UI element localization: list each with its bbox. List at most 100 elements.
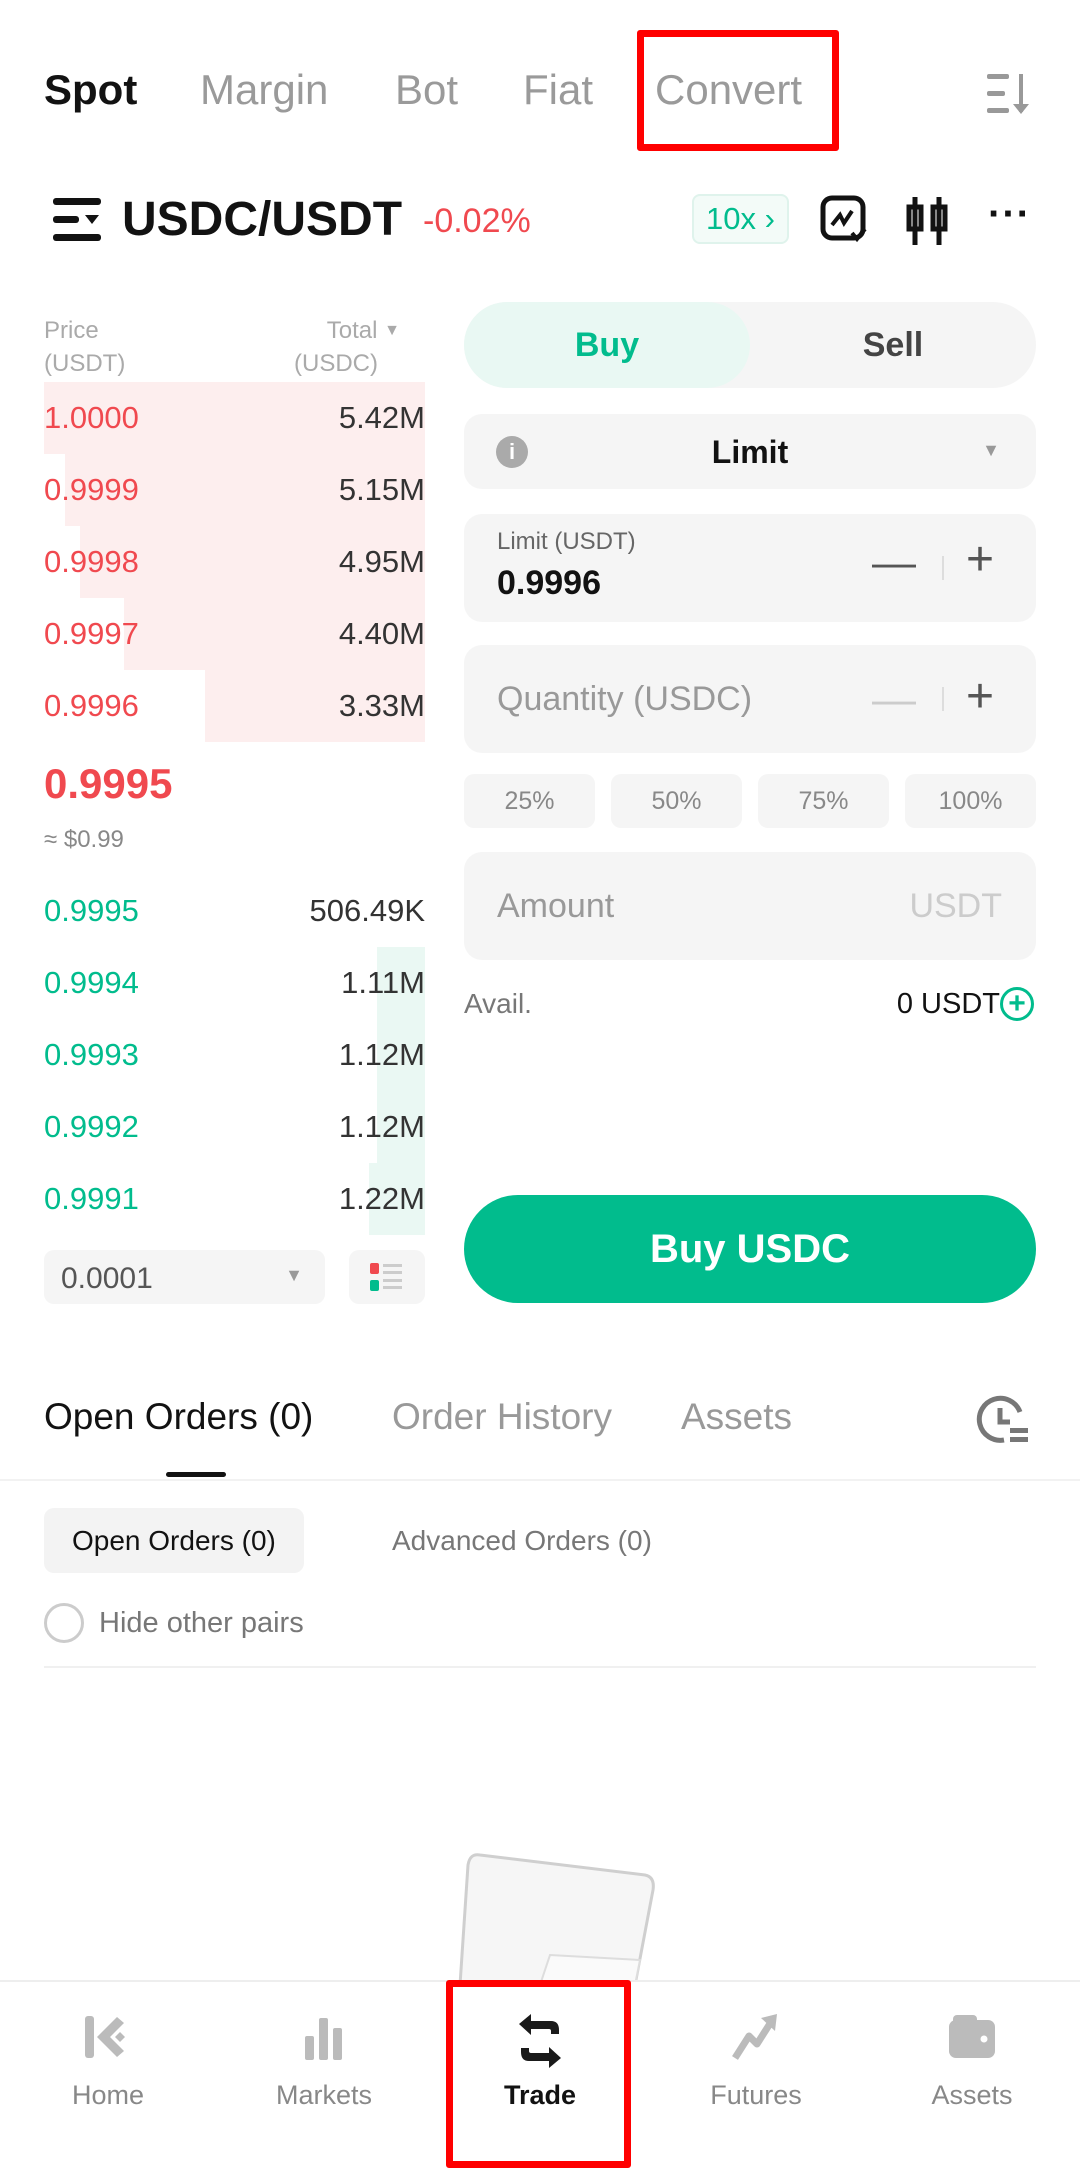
avail-value: 0 USDT [896, 988, 1000, 1020]
order-type-value: Limit [711, 434, 789, 470]
nav-futures-label: Futures [710, 2080, 802, 2110]
history-clock-icon[interactable] [976, 1394, 1032, 1446]
ask-total: 5.42M [338, 400, 425, 435]
nav-home-label: Home [71, 2080, 145, 2110]
ask-total: 5.15M [338, 472, 425, 507]
percent-25-button[interactable]: 25% [464, 774, 595, 828]
tab-convert[interactable]: Convert [655, 66, 803, 113]
bid-price: 0.9995 [44, 893, 139, 928]
depth-bar [377, 1019, 425, 1091]
bid-price: 0.9993 [44, 1037, 139, 1072]
limit-price-label: Limit (USDT) [497, 528, 636, 555]
tab-order-history[interactable]: Order History [392, 1396, 612, 1437]
bid-total: 1.22M [338, 1181, 425, 1216]
limit-increment-button[interactable]: + [966, 533, 995, 586]
amount-unit: USDT [909, 887, 1002, 925]
amount-placeholder: Amount [497, 887, 615, 925]
last-price-fiat: ≈ $0.99 [44, 826, 124, 853]
ask-row[interactable]: 0.9999 5.15M [44, 454, 425, 526]
buy-usdc-button[interactable]: Buy USDC [464, 1195, 1036, 1303]
tab-assets[interactable]: Assets [681, 1396, 793, 1437]
amount-input[interactable]: Amount USDT [464, 852, 1036, 960]
highlight-box-convert [637, 30, 839, 151]
sell-tab[interactable]: Sell [862, 326, 924, 364]
divider [44, 1666, 1036, 1668]
pair-symbol[interactable]: USDC/USDT [122, 193, 403, 246]
ask-price: 0.9999 [44, 472, 139, 507]
chevron-down-icon: ▼ [285, 1265, 303, 1285]
tab-spot[interactable]: Spot [44, 66, 138, 113]
buy-sell-toggle: Buy Sell [464, 302, 1036, 388]
ask-price: 0.9996 [44, 688, 139, 723]
bid-row[interactable]: 0.9994 1.11M [44, 947, 425, 1019]
bid-total: 1.12M [338, 1037, 425, 1072]
hide-other-pairs-label[interactable]: Hide other pairs [99, 1607, 304, 1639]
tab-open-orders[interactable]: Open Orders (0) [44, 1396, 314, 1437]
hide-other-pairs-checkbox[interactable] [44, 1603, 84, 1643]
limit-price-value: 0.9996 [497, 564, 601, 602]
ask-row[interactable]: 0.9996 3.33M [44, 670, 425, 742]
subtab-advanced-orders[interactable]: Advanced Orders (0) [392, 1525, 652, 1556]
stepper-divider [942, 687, 944, 711]
bid-row[interactable]: 0.9992 1.12M [44, 1091, 425, 1163]
chart-icon[interactable] [820, 195, 870, 245]
tab-bot[interactable]: Bot [395, 66, 459, 113]
quantity-decrement-button[interactable]: — [872, 675, 916, 724]
last-price: 0.9995 [44, 760, 173, 807]
depth-bar [377, 1091, 425, 1163]
bid-total: 1.11M [341, 965, 425, 1000]
limit-decrement-button[interactable]: — [872, 538, 916, 587]
bid-row[interactable]: 0.9993 1.12M [44, 1019, 425, 1091]
depth-bar [64, 454, 425, 526]
bid-row[interactable]: 0.9995 506.49K [44, 875, 425, 947]
ask-total: 4.40M [338, 616, 425, 651]
bid-row[interactable]: 0.9991 1.22M [44, 1163, 425, 1235]
chevron-down-icon: ▼ [982, 440, 1000, 460]
quantity-input[interactable]: Quantity (USDC) — + [464, 645, 1036, 753]
order-type-dropdown[interactable]: i Limit ▼ [464, 414, 1036, 489]
subtab-open-orders[interactable]: Open Orders (0) [44, 1508, 304, 1573]
percent-100-button[interactable]: 100% [905, 774, 1036, 828]
bid-total: 1.12M [338, 1109, 425, 1144]
divider [0, 1479, 1080, 1481]
depth-bar [377, 947, 425, 1019]
leverage-value: 10x [706, 201, 757, 236]
deposit-plus-icon[interactable]: + [1000, 987, 1034, 1021]
candlestick-icon[interactable] [905, 195, 951, 245]
buy-tab[interactable]: Buy [464, 302, 750, 388]
ask-price: 1.0000 [44, 400, 139, 435]
pair-menu-icon[interactable] [53, 198, 101, 242]
limit-price-input[interactable]: Limit (USDT) 0.9996 — + [464, 514, 1036, 622]
nav-markets-label: Markets [275, 2080, 373, 2110]
tab-margin[interactable]: Margin [200, 66, 329, 113]
percent-75-button[interactable]: 75% [758, 774, 889, 828]
sort-menu-icon[interactable] [985, 72, 1033, 116]
nav-assets-label: Assets [931, 2080, 1013, 2110]
orderbook-layout-toggle[interactable] [349, 1250, 425, 1304]
stepper-divider [942, 556, 944, 580]
orderbook-total-header[interactable]: Total ▼ (USDC) [294, 317, 400, 377]
depth-bar [124, 598, 425, 670]
ask-row[interactable]: 1.0000 5.42M [44, 382, 425, 454]
quantity-increment-button[interactable]: + [966, 670, 995, 723]
ask-row[interactable]: 0.9998 4.95M [44, 526, 425, 598]
swap-arrows-icon [519, 2014, 561, 2068]
bid-price: 0.9991 [44, 1181, 139, 1216]
nav-trade-label: Trade [503, 2080, 577, 2110]
more-icon[interactable]: ··· [988, 192, 1031, 236]
precision-dropdown[interactable]: 0.0001 ▼ [44, 1250, 325, 1304]
tab-fiat[interactable]: Fiat [523, 66, 594, 113]
info-icon[interactable]: i [496, 436, 528, 468]
ask-total: 3.33M [338, 688, 425, 723]
bid-price: 0.9994 [44, 965, 139, 1000]
depth-bar [44, 382, 425, 454]
avail-label: Avail. [464, 988, 532, 1019]
leverage-badge[interactable]: 10x › [692, 194, 789, 244]
percent-50-button[interactable]: 50% [611, 774, 742, 828]
depth-bar [205, 670, 425, 742]
ask-row[interactable]: 0.9997 4.40M [44, 598, 425, 670]
wallet-icon [949, 2015, 995, 2058]
sort-caret-icon: ▼ [384, 322, 400, 339]
orderbook-price-header: Price (USDT) [44, 317, 126, 377]
bid-total: 506.49K [309, 893, 426, 928]
